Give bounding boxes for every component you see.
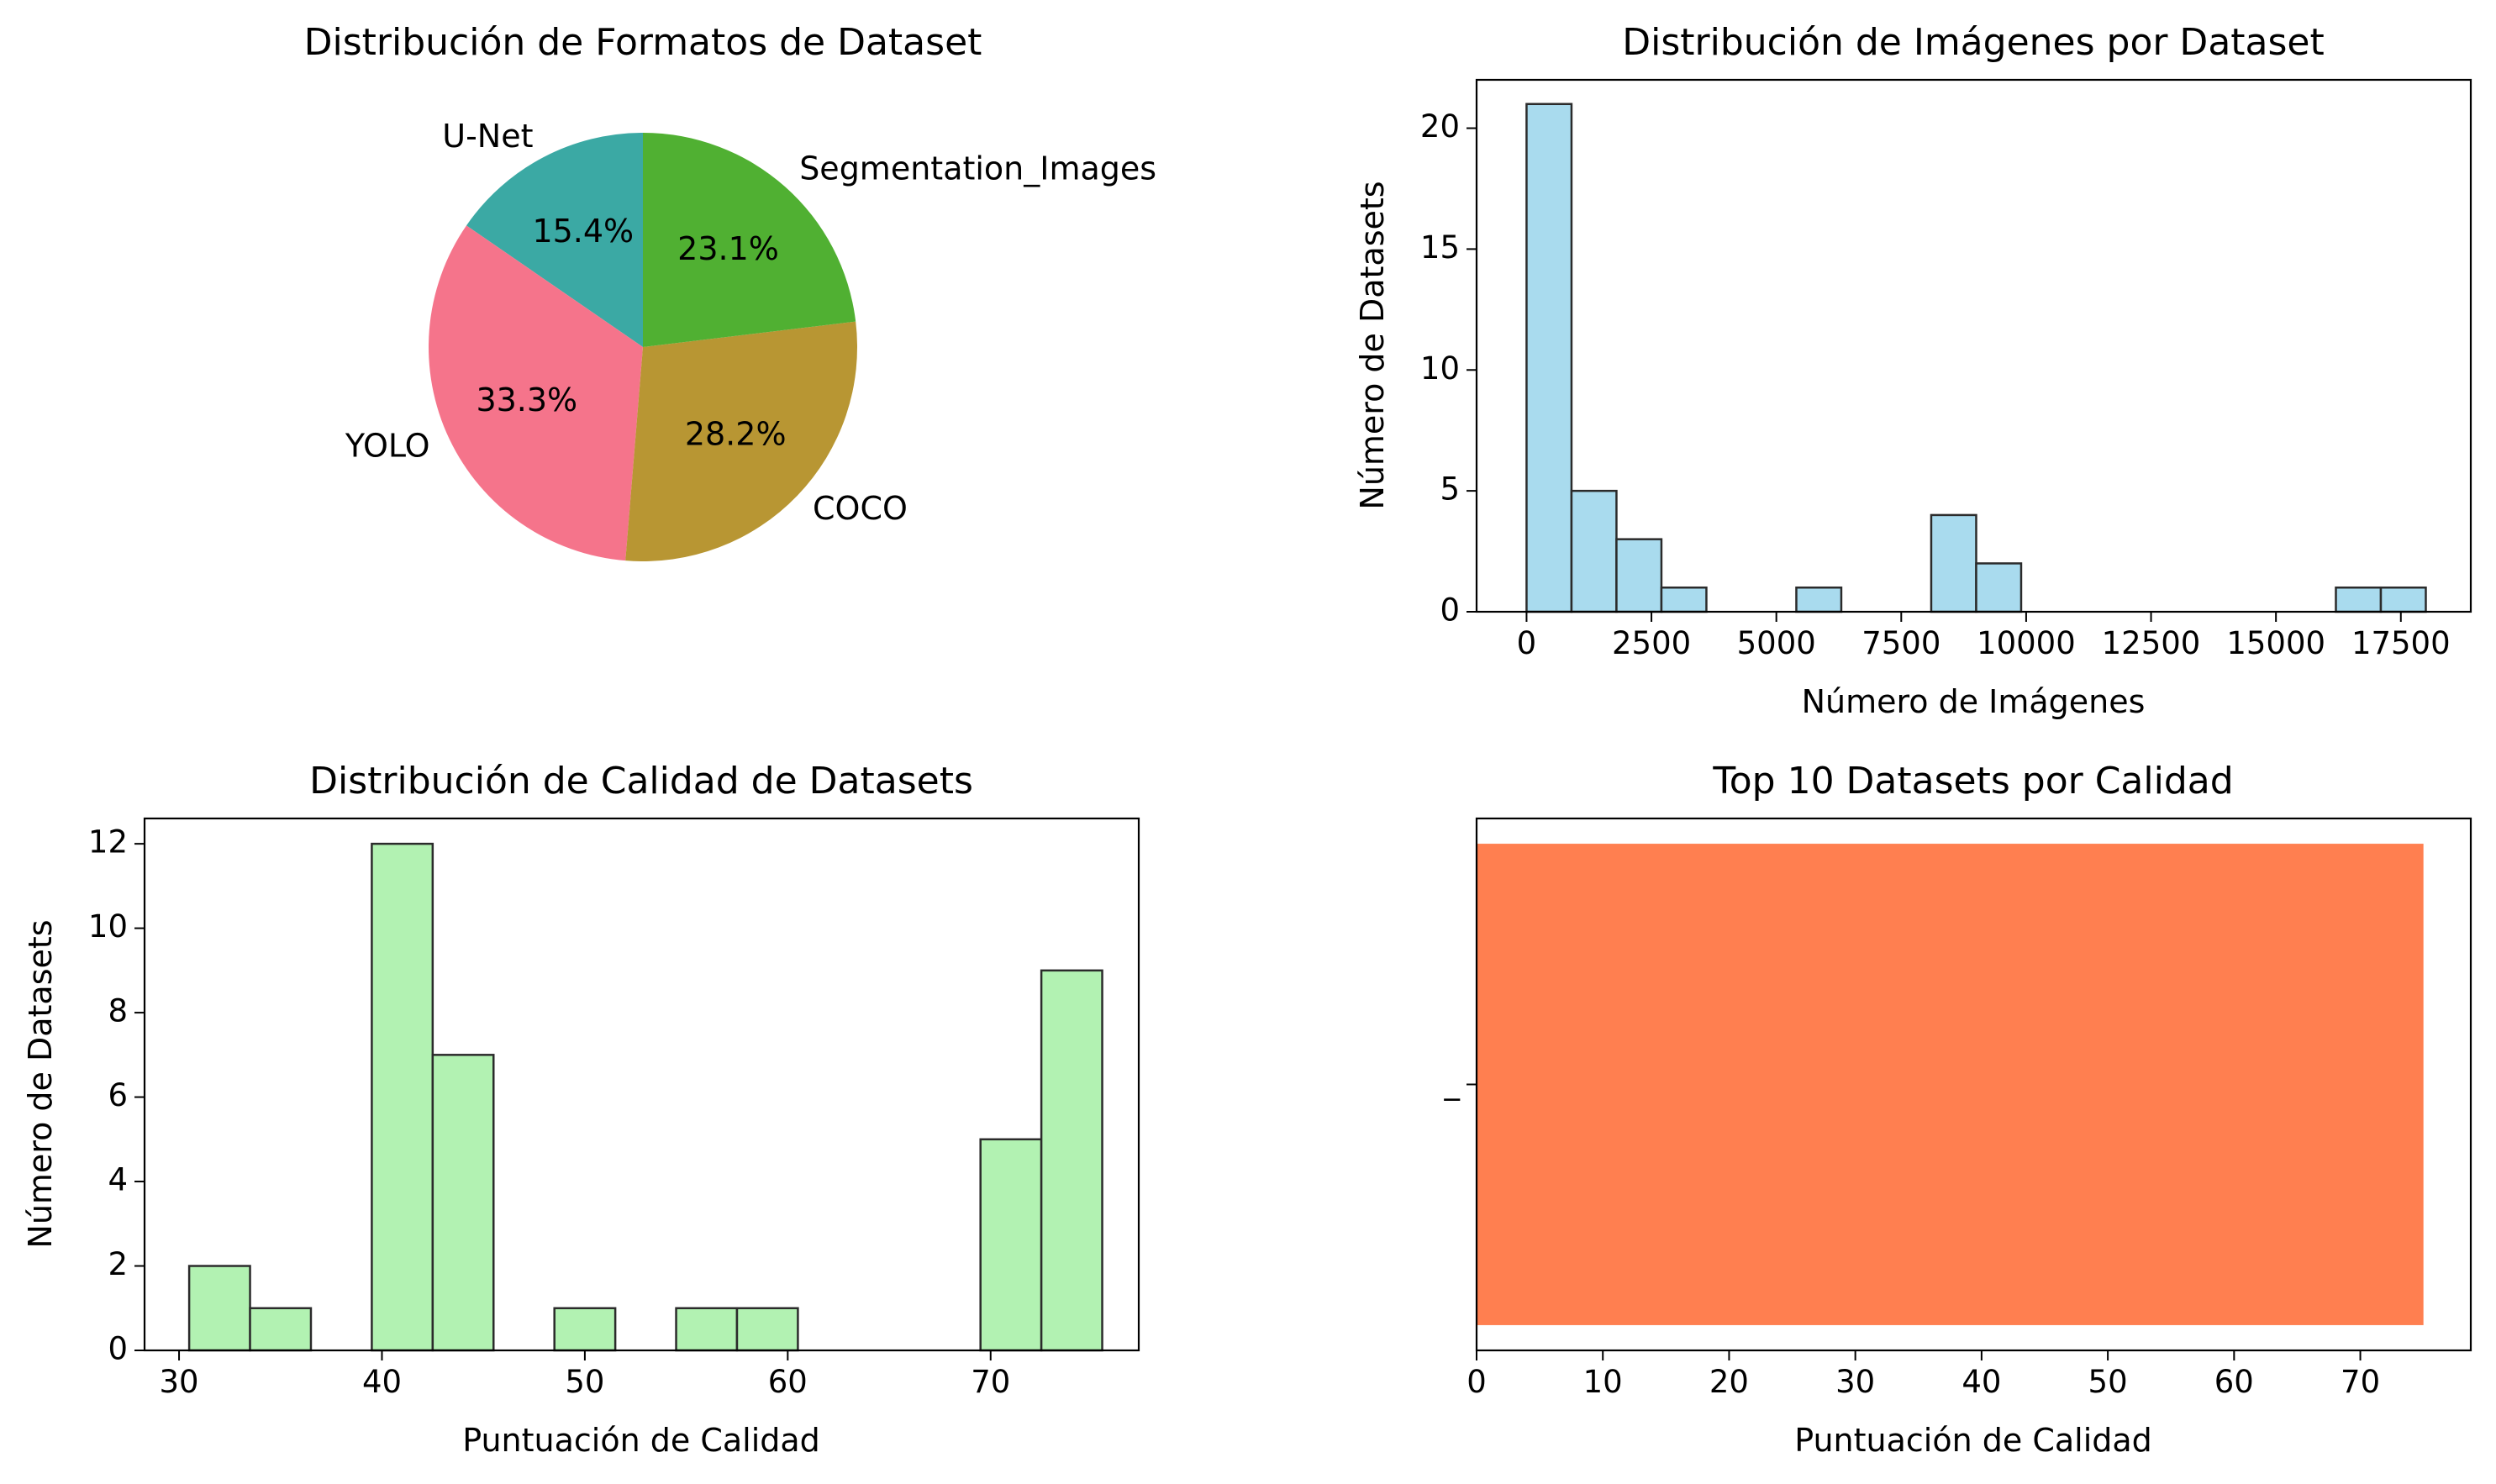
y-tick-label: 15 <box>1420 229 1460 266</box>
histogram-bar <box>2335 586 2383 613</box>
images-histogram-x-ticks: 0 2500 5000 7500 10000 12500 15000 17500 <box>1517 612 2451 661</box>
top10-bar-x-label: Puntuación de Calidad <box>1794 1422 2152 1459</box>
pie-percent-label: 23.1% <box>677 230 779 267</box>
histogram-bar <box>1615 538 1663 613</box>
histogram-bar <box>2379 586 2427 613</box>
x-tick-label: 10 <box>1583 1364 1623 1400</box>
top10-bars <box>1477 844 2424 1325</box>
top10-bar-title: Top 10 Datasets por Calidad <box>1712 760 2233 803</box>
pie-percent-label: 33.3% <box>476 382 577 418</box>
histogram-bar <box>1525 103 1573 613</box>
x-tick-label: 30 <box>1835 1364 1875 1400</box>
x-tick-label: 50 <box>565 1364 604 1400</box>
histogram-bar <box>675 1307 739 1352</box>
pie-slice-segmentation-images <box>643 132 856 347</box>
quality-histogram-panel: Distribución de Calidad de Datasets 30 40… <box>22 760 1140 1459</box>
histogram-bar <box>431 1054 495 1352</box>
x-tick-label: 17500 <box>2351 625 2451 661</box>
x-tick-label: 70 <box>2341 1364 2380 1400</box>
images-histogram-axes-frame <box>1475 78 2472 613</box>
x-tick-label: 15000 <box>2226 625 2325 661</box>
x-tick-label: 60 <box>768 1364 808 1400</box>
histogram-bar <box>979 1138 1043 1352</box>
x-tick-label: 20 <box>1709 1364 1749 1400</box>
pie-slice-yolo <box>429 225 643 561</box>
top10-bar-y-ticks: _ <box>1444 1065 1477 1101</box>
images-histogram-panel: Distribución de Imágenes por Dataset 0 25… <box>1354 21 2472 720</box>
y-tick-label: 4 <box>108 1162 128 1198</box>
y-tick-label: 0 <box>1440 592 1460 629</box>
pie-slice-u-net <box>466 133 643 347</box>
images-histogram-bars <box>1525 103 2427 613</box>
histogram-bar <box>1975 562 2023 613</box>
x-tick-label: 0 <box>1517 625 1537 661</box>
top10-bar-panel: Top 10 Datasets por Calidad 0 10 20 30 40 50 6… <box>1444 760 2472 1459</box>
histogram-bar <box>1570 489 1618 613</box>
pie-percent-label: 15.4% <box>532 213 634 250</box>
pie-slice-coco <box>625 321 858 562</box>
y-tick-label: 12 <box>88 824 128 860</box>
pie-percent-label: 28.2% <box>685 416 787 453</box>
y-tick-label: 6 <box>108 1077 128 1113</box>
top10-bar <box>1477 844 2424 1325</box>
y-tick-label: 0 <box>108 1331 128 1367</box>
pie-labels: U-Net 15.4% YOLO 33.3% COCO 28.2% Segmentation… <box>345 118 1156 527</box>
quality-histogram-axes-frame <box>143 817 1140 1352</box>
histogram-bar <box>1795 586 1843 613</box>
quality-histogram-x-ticks: 30 40 50 60 70 <box>159 1350 1010 1400</box>
pie-category-label: U-Net <box>442 118 533 155</box>
top10-bar-x-ticks: 0 10 20 30 40 50 60 70 <box>1467 1350 2380 1400</box>
quality-histogram-y-label: Número de Datasets <box>22 919 59 1248</box>
x-tick-label: 2500 <box>1612 625 1691 661</box>
histogram-bar <box>187 1265 251 1352</box>
pie-category-label: COCO <box>813 490 908 527</box>
images-histogram-y-label: Número de Datasets <box>1354 181 1391 509</box>
histogram-bar <box>371 842 434 1352</box>
pie-category-label: Segmentation_Images <box>799 150 1156 187</box>
y-tick-label: 5 <box>1440 471 1460 508</box>
y-tick-label: 20 <box>1420 108 1460 145</box>
histogram-bar <box>249 1307 313 1352</box>
quality-histogram-y-ticks: 0 2 4 6 8 10 12 <box>88 824 145 1367</box>
pie-chart-title: Distribución de Formatos de Dataset <box>304 21 982 64</box>
histogram-bar <box>1040 969 1103 1352</box>
y-tick-label: _ <box>1444 1065 1461 1101</box>
x-tick-label: 10000 <box>1977 625 2076 661</box>
quality-histogram-bars <box>187 842 1103 1352</box>
pie-chart-panel: Distribución de Formatos de Dataset U-Ne… <box>304 21 1156 562</box>
quality-histogram-x-label: Puntuación de Calidad <box>462 1422 820 1459</box>
y-tick-label: 2 <box>108 1246 128 1282</box>
images-histogram-title: Distribución de Imágenes por Dataset <box>1622 21 2325 64</box>
x-tick-label: 70 <box>971 1364 1010 1400</box>
x-tick-label: 7500 <box>1861 625 1940 661</box>
x-tick-label: 0 <box>1467 1364 1487 1400</box>
images-histogram-y-ticks: 0 5 10 15 20 <box>1420 108 1477 629</box>
histogram-bar <box>735 1307 799 1352</box>
histogram-bar <box>1660 586 1708 613</box>
x-tick-label: 40 <box>1962 1364 2001 1400</box>
x-tick-label: 12500 <box>2102 625 2201 661</box>
y-tick-label: 10 <box>88 908 128 945</box>
images-histogram-x-label: Número de Imágenes <box>1802 683 2146 720</box>
pie-slices <box>429 132 858 562</box>
x-tick-label: 60 <box>2214 1364 2254 1400</box>
x-tick-label: 5000 <box>1737 625 1816 661</box>
x-tick-label: 50 <box>2088 1364 2128 1400</box>
histogram-bar <box>553 1307 617 1352</box>
y-tick-label: 8 <box>108 993 128 1029</box>
x-tick-label: 30 <box>159 1364 198 1400</box>
y-tick-label: 10 <box>1420 350 1460 387</box>
pie-category-label: YOLO <box>345 428 430 465</box>
x-tick-label: 40 <box>362 1364 402 1400</box>
histogram-bar <box>1930 513 1977 613</box>
quality-histogram-title: Distribución de Calidad de Datasets <box>309 760 973 803</box>
